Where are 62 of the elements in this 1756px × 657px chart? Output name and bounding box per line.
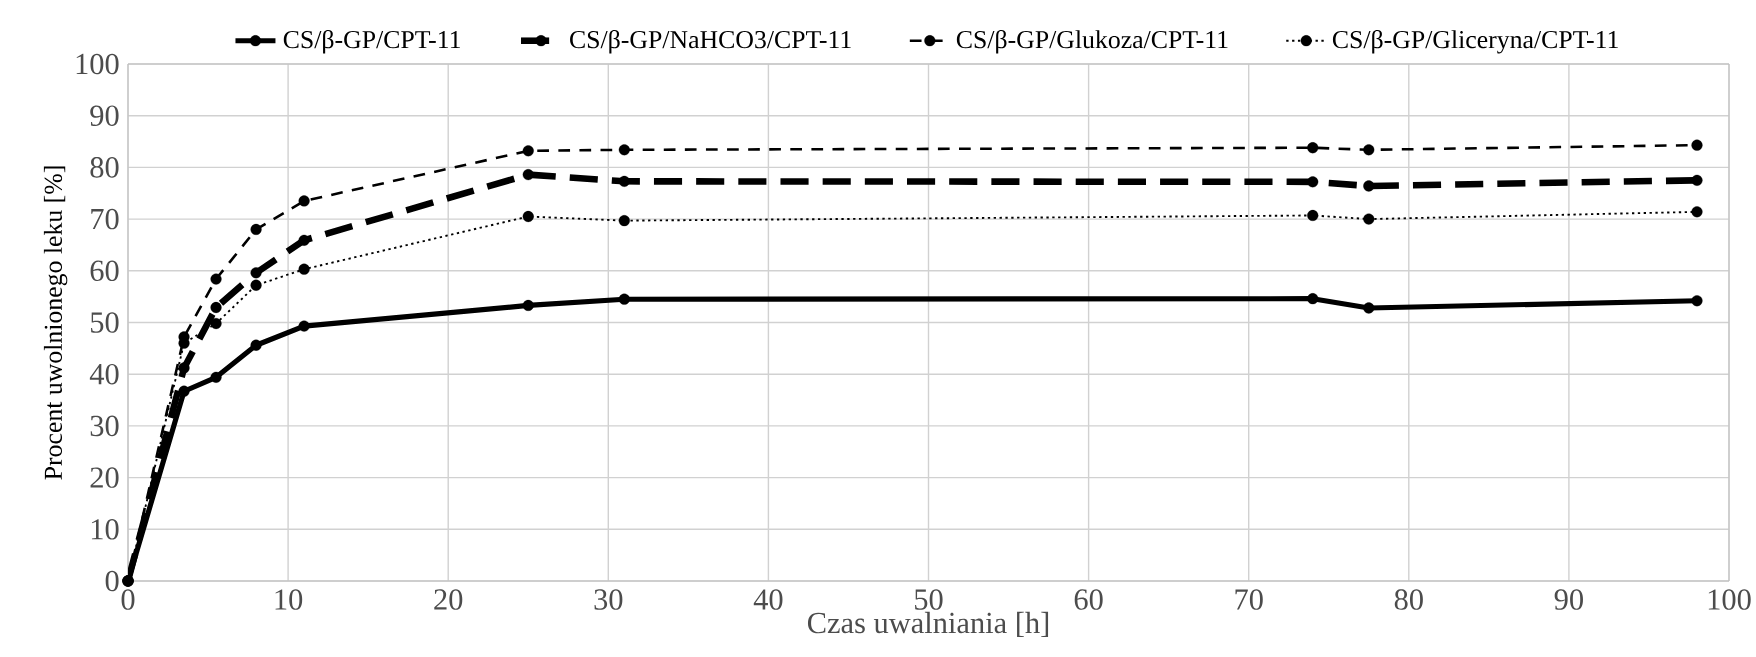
point [298,320,310,332]
point [178,385,190,397]
y-tick-label: 90 [90,105,119,126]
point [1307,293,1319,305]
legend-label: CS/β-GP/CPT-11 [283,29,460,54]
point [250,279,262,291]
point [522,169,534,181]
point [1691,206,1703,218]
point [298,195,310,207]
point [1363,213,1375,225]
x-tick-label: 30 [594,589,623,610]
y-tick-label: 50 [91,312,119,333]
x-axis-title: Czas uwalniania [h] [807,611,1049,638]
x-tick-label: 60 [1074,589,1103,610]
point [1691,174,1703,186]
x-tick-label: 20 [434,589,463,610]
point [250,267,262,279]
point [618,215,630,227]
x-tick-label: 100 [1708,589,1751,610]
x-tick-label: 70 [1235,589,1263,610]
point [618,144,630,156]
y-tick-label: 0 [105,570,119,592]
y-tick-label: 70 [91,208,119,230]
point [250,223,262,235]
y-tick-label: 100 [76,53,119,75]
point [1363,180,1375,192]
y-axis-title: Procent uwolnionego leku [%] [43,166,68,480]
point [1363,302,1375,314]
x-tick-label: 80 [1394,589,1423,610]
point [250,339,262,351]
point [210,317,222,330]
legend-label: CS/β-GP/Gliceryna/CPT-11 [1332,29,1618,54]
x-tick-label: 50 [915,589,943,610]
y-tick-label: 60 [90,260,119,282]
x-tick-label: 10 [275,589,303,610]
point [522,210,534,223]
point [618,293,630,305]
point [1691,295,1703,307]
point [1691,139,1703,151]
point [210,273,222,285]
legend-label: CS/β-GP/NaHCO3/CPT-11 [570,29,851,54]
x-tick-label: 90 [1554,589,1583,610]
point [522,145,534,157]
point [1307,176,1319,188]
point [298,234,310,246]
y-tick-label: 40 [89,363,119,385]
y-tick-label: 30 [90,415,119,437]
point [298,263,310,275]
legend-label: CS/β-GP/Glukoza/CPT-11 [956,29,1228,54]
point [1363,144,1375,156]
y-tick-label: 20 [90,467,119,488]
point [178,362,190,374]
x-tick-label: 40 [753,589,783,610]
point [618,175,630,187]
y-tick-label: 10 [91,519,119,540]
point [210,301,222,314]
point [210,371,222,383]
point [1307,209,1319,221]
point [1307,142,1319,154]
point [522,299,534,311]
x-tick-label: 0 [121,589,135,610]
y-tick-label: 80 [90,157,119,178]
